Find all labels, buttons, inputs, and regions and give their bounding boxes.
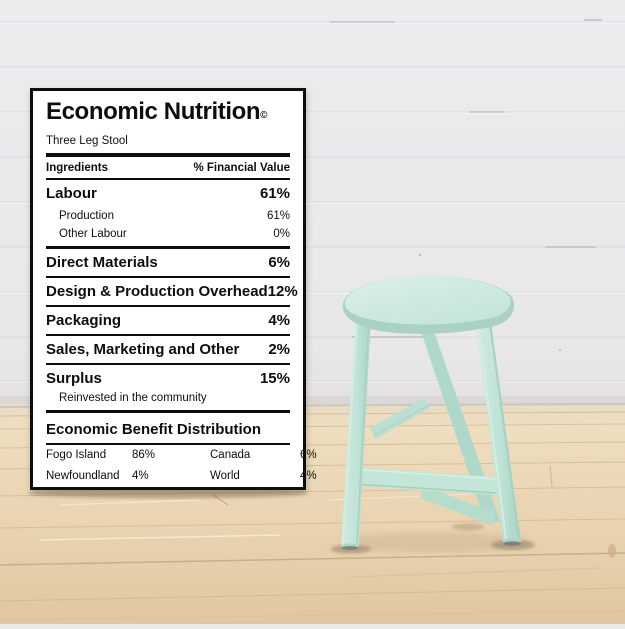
label-row-reinvested: Reinvested in the community [46, 389, 290, 410]
separator [46, 178, 290, 180]
stool-stretchers [351, 398, 498, 525]
stool [341, 275, 522, 550]
distribution-label: World [210, 470, 240, 482]
label-header-row: Ingredients % Financial Value [46, 157, 290, 178]
row-value: 15% [259, 370, 290, 387]
separator-thick [46, 246, 290, 249]
left-foot-pad [341, 546, 359, 550]
separator [46, 305, 290, 307]
label-row-sales-marketing: Sales, Marketing and Other 2% [46, 336, 290, 363]
row-value: 2% [268, 341, 290, 358]
row-value: 12% [267, 283, 298, 300]
row-value: 61% [259, 185, 290, 202]
row-value: 61% [266, 210, 290, 222]
row-label: Reinvested in the community [59, 392, 207, 404]
economic-nutrition-label: Economic Nutrition© Three Leg Stool Ingr… [30, 88, 317, 490]
label-title: Economic Nutrition© [46, 98, 290, 130]
label-subtitle: Three Leg Stool [46, 135, 128, 147]
stool-seat [342, 275, 515, 334]
label-row-packaging: Packaging 4% [46, 307, 290, 334]
stool-back-leg [417, 320, 500, 524]
distribution-value: 4% [132, 470, 149, 482]
row-label: Design & Production Overhead [46, 283, 268, 300]
label-row-production: Production 61% [46, 207, 290, 225]
row-label: Sales, Marketing and Other [46, 341, 240, 358]
row-label: Direct Materials [46, 254, 158, 271]
separator [46, 443, 290, 445]
row-label: Other Labour [59, 228, 127, 240]
row-value: 0% [273, 228, 290, 240]
row-value: 6% [268, 254, 290, 271]
stool-right-leg [475, 313, 522, 546]
distribution-label: Fogo Island [46, 449, 107, 461]
label-card-shadow [28, 487, 308, 499]
row-label: Packaging [46, 312, 122, 329]
label-row-other-labour: Other Labour 0% [46, 225, 290, 246]
separator [46, 276, 290, 278]
distribution-grid: Fogo Island 86% Canada 6% Newfoundland 4… [46, 445, 317, 482]
distribution-label: Newfoundland [46, 470, 120, 482]
separator-thick [46, 410, 290, 413]
distribution-value: 86% [132, 449, 156, 461]
distribution-value: 6% [300, 449, 317, 461]
row-label: Labour [46, 185, 97, 202]
floor-knot [608, 544, 616, 558]
separator [46, 334, 290, 336]
row-label: Surplus [46, 370, 102, 387]
label-row-surplus: Surplus 15% [46, 365, 290, 389]
stool-left-leg [341, 315, 371, 550]
copyright-symbol: © [260, 110, 268, 121]
separator-thick [46, 153, 290, 157]
label-row-labour: Labour 61% [46, 180, 290, 207]
label-row-design-production-overhead: Design & Production Overhead 12% [46, 278, 298, 305]
separator [46, 363, 290, 365]
label-row-direct-materials: Direct Materials 6% [46, 249, 290, 276]
distribution-value: 4% [300, 470, 317, 482]
row-value: 4% [268, 312, 290, 329]
header-financial-value: % Financial Value [193, 162, 290, 174]
row-label: Production [59, 210, 114, 222]
label-title-text: Economic Nutrition [46, 98, 261, 125]
header-ingredients: Ingredients [46, 162, 108, 174]
right-foot-pad [503, 541, 521, 546]
distribution-label: Canada [210, 449, 251, 461]
distribution-title: Economic Benefit Distribution [46, 421, 262, 438]
